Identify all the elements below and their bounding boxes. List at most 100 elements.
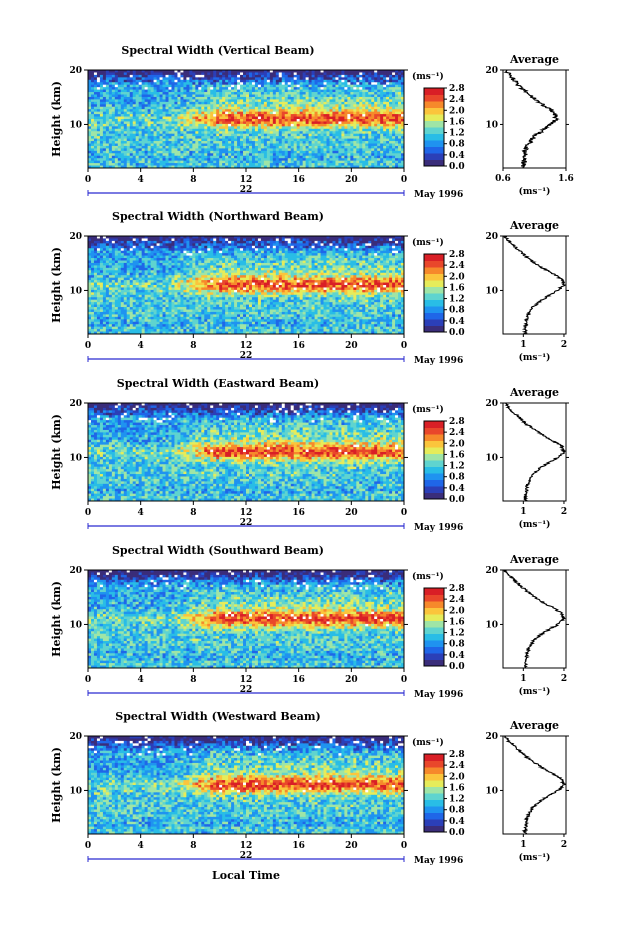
colorbar-unit: (ms⁻¹) (412, 737, 444, 748)
panel-2: Spectral Width (Northward Beam)1020Heigh… (50, 210, 569, 366)
avg-x-tick-label: 1.6 (558, 174, 574, 184)
colorbar-unit: (ms⁻¹) (412, 571, 444, 582)
colorbar-tick-label: 0.4 (449, 317, 465, 327)
avg-unit: (ms⁻¹) (519, 352, 551, 363)
colorbar-swatch (424, 774, 444, 781)
avg-y-tick-label: 10 (485, 286, 498, 296)
colorbar-tick-label: 0.0 (449, 662, 465, 672)
avg-y-tick-label: 20 (485, 399, 498, 409)
colorbar-swatch (424, 761, 444, 768)
avg-profile-line (505, 736, 565, 834)
colorbar-tick-label: 0.8 (449, 140, 465, 150)
avg-unit: (ms⁻¹) (519, 852, 551, 863)
colorbar-swatch (424, 653, 444, 660)
colorbar-unit: (ms⁻¹) (412, 404, 444, 415)
colorbar-swatch (424, 595, 444, 602)
day-label: 22 (240, 185, 253, 195)
colorbar-tick-label: 0.0 (449, 162, 465, 172)
avg-frame (503, 736, 566, 834)
colorbar-tick-label: 2.0 (449, 772, 465, 782)
avg-unit: (ms⁻¹) (519, 686, 551, 697)
date-label: May 1996 (414, 523, 463, 533)
x-tick-label: 12 (240, 341, 253, 351)
colorbar-swatch (424, 627, 444, 634)
colorbar-swatch (424, 134, 444, 141)
x-tick-label: 0 (401, 341, 407, 351)
colorbar-swatch (424, 647, 444, 654)
colorbar-swatch (424, 793, 444, 800)
panel-title: Spectral Width (Westward Beam) (115, 710, 320, 723)
colorbar-swatch (424, 101, 444, 108)
avg-frame (503, 403, 566, 501)
x-tick-label: 20 (345, 675, 358, 685)
colorbar-tick-label: 2.8 (449, 84, 465, 94)
panel-5: Spectral Width (Westward Beam)1020Height… (50, 710, 569, 866)
colorbar: 0.00.40.81.21.62.02.42.8 (424, 84, 465, 172)
panel-4: Spectral Width (Southward Beam)1020Heigh… (50, 544, 569, 700)
y-tick-label: 10 (69, 453, 82, 463)
x-tick-label: 16 (292, 841, 305, 851)
colorbar-tick-label: 1.2 (449, 129, 465, 139)
x-tick-label: 0 (401, 508, 407, 518)
x-tick-label: 12 (240, 508, 253, 518)
colorbar-swatch (424, 147, 444, 154)
colorbar-swatch (424, 261, 444, 268)
x-tick-label: 12 (240, 175, 253, 185)
date-label: May 1996 (414, 690, 463, 700)
panel-3: Spectral Width (Eastward Beam)1020Height… (50, 377, 569, 533)
heatmap-cells (88, 736, 404, 834)
avg-y-tick-label: 20 (485, 232, 498, 242)
colorbar-swatch (424, 287, 444, 294)
x-tick-label: 20 (345, 508, 358, 518)
avg-y-tick-label: 20 (485, 66, 498, 76)
colorbar-swatch (424, 813, 444, 820)
date-label: May 1996 (414, 356, 463, 366)
colorbar-tick-label: 2.0 (449, 272, 465, 282)
y-axis-label: Height (km) (50, 81, 63, 157)
colorbar-tick-label: 1.6 (449, 450, 465, 460)
colorbar-swatch (424, 140, 444, 147)
colorbar: 0.00.40.81.21.62.02.42.8 (424, 584, 465, 672)
x-tick-label: 20 (345, 341, 358, 351)
colorbar-tick-label: 2.4 (449, 95, 465, 105)
colorbar-swatch (424, 447, 444, 454)
x-tick-label: 16 (292, 675, 305, 685)
heatmap-cells (88, 236, 404, 334)
colorbar-swatch (424, 767, 444, 774)
colorbar-swatch (424, 280, 444, 287)
x-tick-label: 0 (401, 841, 407, 851)
avg-y-tick-label: 20 (485, 566, 498, 576)
colorbar: 0.00.40.81.21.62.02.42.8 (424, 750, 465, 838)
x-tick-label: 8 (190, 508, 196, 518)
colorbar-swatch (424, 473, 444, 480)
avg-unit: (ms⁻¹) (519, 519, 551, 530)
colorbar-swatch (424, 441, 444, 448)
x-tick-label: 0 (401, 175, 407, 185)
colorbar-swatch (424, 319, 444, 326)
panel-title: Spectral Width (Vertical Beam) (121, 44, 314, 57)
avg-frame (503, 236, 566, 334)
colorbar-tick-label: 1.6 (449, 117, 465, 127)
heatmap-cells (88, 403, 404, 501)
y-axis-label: Height (km) (50, 747, 63, 823)
colorbar-tick-label: 0.0 (449, 828, 465, 838)
colorbar-swatch (424, 780, 444, 787)
y-tick-label: 20 (69, 232, 82, 242)
y-tick-label: 20 (69, 566, 82, 576)
x-tick-label: 0 (85, 175, 91, 185)
colorbar-swatch (424, 267, 444, 274)
colorbar-tick-label: 0.8 (449, 640, 465, 650)
y-tick-label: 20 (69, 732, 82, 742)
avg-title: Average (509, 386, 559, 399)
colorbar-tick-label: 1.2 (449, 795, 465, 805)
colorbar-swatch (424, 787, 444, 794)
colorbar: 0.00.40.81.21.62.02.42.8 (424, 417, 465, 505)
avg-x-tick-label: 2 (561, 507, 567, 517)
panel-1: Spectral Width (Vertical Beam)1020Height… (50, 44, 574, 200)
colorbar-swatch (424, 160, 444, 167)
x-tick-label: 8 (190, 675, 196, 685)
colorbar-swatch (424, 588, 444, 595)
colorbar-swatch (424, 634, 444, 641)
x-tick-label: 4 (138, 341, 144, 351)
